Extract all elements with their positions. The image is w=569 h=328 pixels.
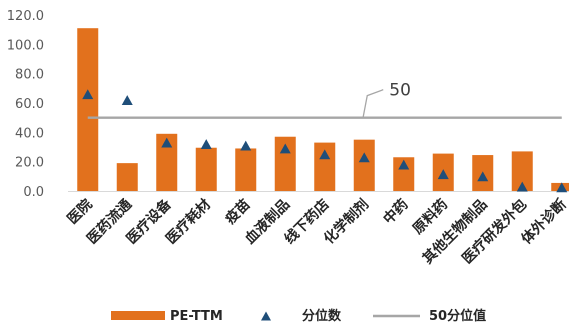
marker <box>358 152 370 163</box>
legend: PE-TTM 分位数 50分位值 <box>111 308 486 324</box>
y-tick-label: 80.0 <box>15 68 44 83</box>
legend-bar-swatch <box>111 311 165 320</box>
marker <box>240 140 252 151</box>
bar <box>235 148 257 191</box>
bar <box>314 142 336 191</box>
bar <box>156 133 178 191</box>
x-tick-label: 医院 <box>64 196 96 228</box>
reference-callout: 50 <box>362 81 411 117</box>
bar <box>274 136 296 191</box>
marker <box>398 159 410 170</box>
marker <box>516 181 528 192</box>
marker <box>82 89 94 100</box>
marker <box>477 171 489 182</box>
marker-series <box>82 89 568 193</box>
marker <box>319 149 331 160</box>
y-tick-label: 120.0 <box>7 9 44 24</box>
y-tick-label: 20.0 <box>15 156 44 171</box>
y-axis: 0.0 20.0 40.0 60.0 80.0 100.0 120.0 <box>7 9 44 200</box>
y-tick-label: 60.0 <box>15 97 44 112</box>
bar <box>511 151 533 191</box>
marker <box>161 137 173 148</box>
y-tick-label: 0.0 <box>23 185 44 200</box>
legend-bar-label: PE-TTM <box>170 309 223 324</box>
y-tick-label: 100.0 <box>7 38 44 53</box>
marker <box>200 139 212 150</box>
callout-label: 50 <box>389 81 411 101</box>
bar <box>77 28 99 192</box>
legend-line-label: 50分位值 <box>429 308 486 324</box>
legend-marker-swatch <box>261 311 271 321</box>
marker <box>279 143 291 154</box>
bar <box>195 147 217 191</box>
legend-marker-label: 分位数 <box>302 308 342 324</box>
bar-series <box>77 28 569 192</box>
callout-leader-line <box>362 89 384 117</box>
bar <box>116 163 138 191</box>
bar <box>393 157 415 191</box>
x-tick-label: 疫苗 <box>222 196 254 228</box>
bar <box>353 139 375 191</box>
marker <box>121 95 133 106</box>
marker <box>556 182 568 193</box>
y-tick-label: 40.0 <box>15 126 44 141</box>
x-tick-label: 中药 <box>380 196 412 228</box>
marker <box>437 169 449 180</box>
